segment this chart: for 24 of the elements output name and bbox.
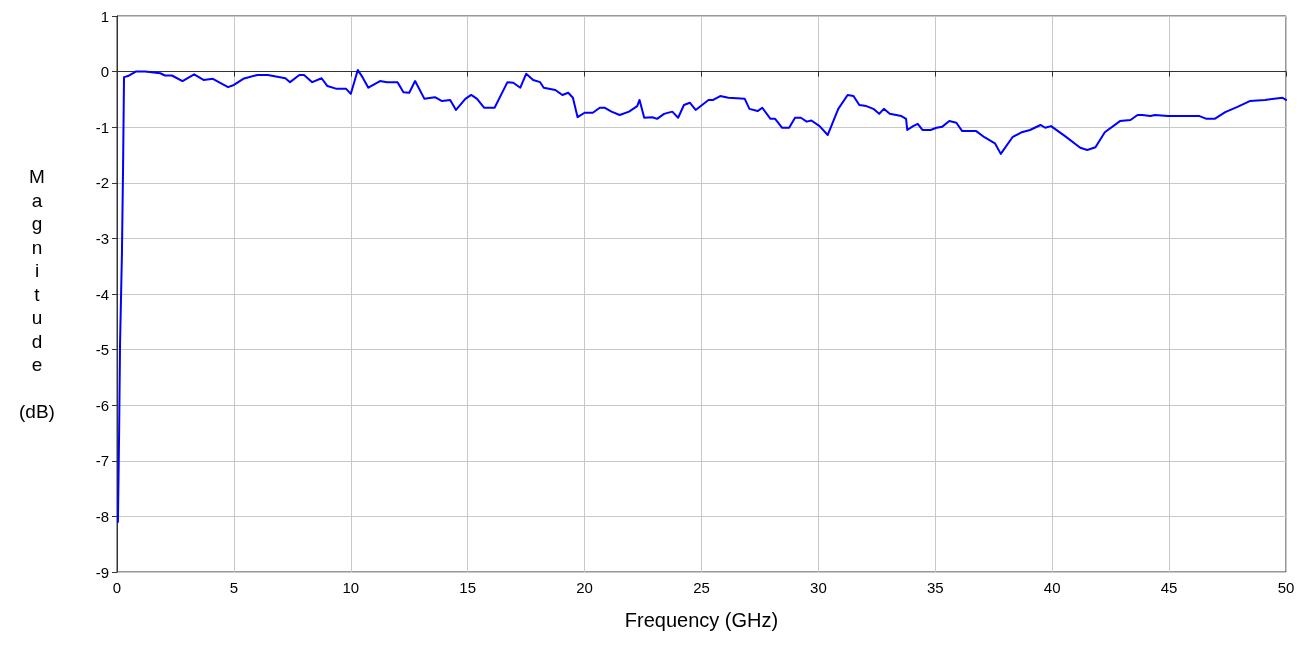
x-tick-label: 5 <box>229 579 239 596</box>
y-tick-label: 0 <box>100 63 109 81</box>
y-tick-label: -7 <box>95 452 109 470</box>
x-tick-label: 45 <box>1160 579 1178 596</box>
x-axis-title: Frequency (GHz) <box>624 609 779 631</box>
x-tick-label: 40 <box>1043 579 1061 596</box>
x-tick-label: 20 <box>576 579 593 596</box>
y-tick-label: -2 <box>95 174 109 192</box>
y-tick-label: -3 <box>95 229 109 247</box>
x-tick-label: 25 <box>693 579 710 596</box>
y-tick-label: -5 <box>95 341 109 359</box>
x-tick-label: 30 <box>810 579 827 596</box>
x-tick-label: 50 <box>1277 579 1295 596</box>
y-tick-label: -6 <box>95 396 109 414</box>
x-tick-label: 0 <box>112 579 122 596</box>
y-tick-label: -4 <box>95 285 109 303</box>
y-tick-label: 1 <box>100 7 109 25</box>
x-tick-label: 35 <box>926 579 944 596</box>
x-tick-label: 15 <box>459 579 477 596</box>
y-tick-label: -1 <box>95 118 109 136</box>
text: Magnitude (dB) <box>19 166 55 422</box>
x-tick-label: 10 <box>342 579 360 596</box>
y-tick-label: -8 <box>95 507 109 525</box>
y-tick-label: -9 <box>95 563 109 581</box>
